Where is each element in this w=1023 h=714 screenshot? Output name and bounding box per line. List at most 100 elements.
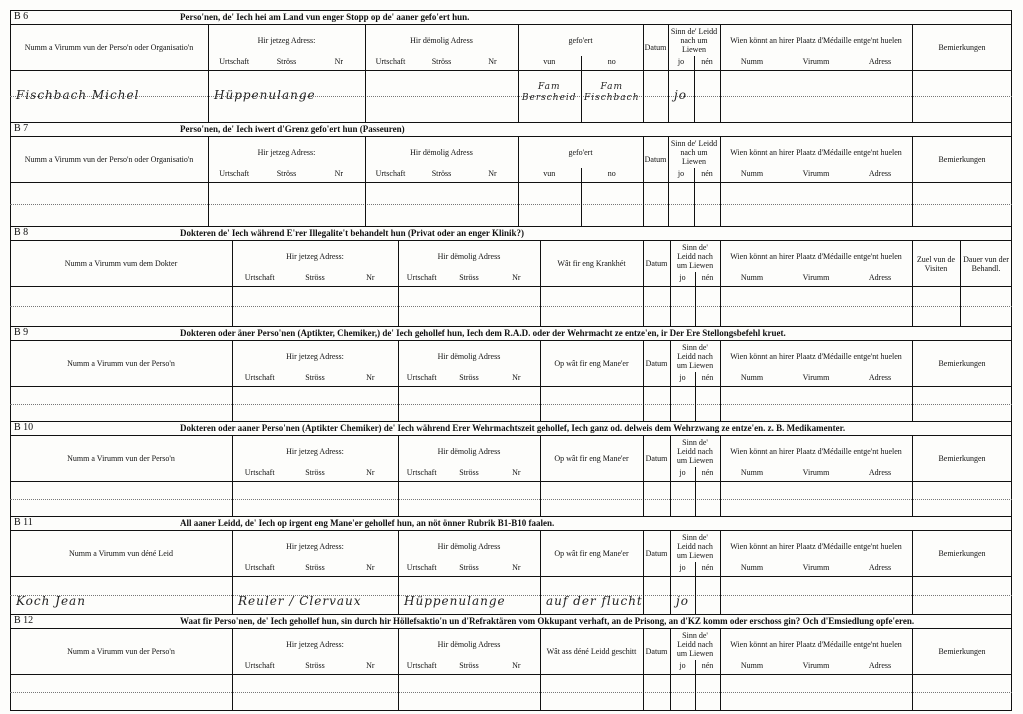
sub-header: Nr (512, 372, 521, 382)
section-title: Waat fir Perso'nen, de' Iech gehollef hu… (180, 616, 915, 626)
sub-header: Virumm (802, 168, 830, 178)
column-header: Bemierkungen (938, 549, 986, 558)
sub-rule (695, 660, 696, 710)
sub-header: Ströss (305, 660, 325, 670)
sub-header: Adress (868, 56, 892, 66)
section-title: Dokteren de' Iech während E'rer Illegali… (180, 228, 525, 238)
sub-header: Nr (334, 168, 344, 178)
column-header: Datum (645, 359, 668, 368)
column-rule (232, 340, 233, 421)
section-title: Perso'nen, de' Iech iwert d'Grenz gefo'e… (180, 124, 405, 134)
column-header: Op wât fir eng Mane'er (554, 454, 629, 463)
sub-header: Ströss (459, 467, 479, 477)
sub-header: jo (679, 467, 686, 477)
column-rule (912, 628, 913, 710)
column-rule (365, 136, 366, 226)
row-rule (10, 403, 1012, 405)
column-rule (540, 340, 541, 421)
column-rule (912, 136, 913, 226)
sub-header: Ströss (459, 272, 479, 282)
sub-header: Urtschaft (219, 56, 250, 66)
column-header: Hir jetzeg Adress: (286, 639, 344, 649)
sub-header: nén (701, 660, 714, 670)
row-rule (10, 204, 1012, 205)
column-rule (208, 136, 209, 226)
handwritten-entry: Koch Jean (16, 594, 86, 608)
column-header: Bemierkungen (938, 155, 986, 164)
sub-header: Virumm (802, 467, 830, 477)
column-rule (518, 24, 519, 122)
column-header: gefo'ert (568, 35, 593, 45)
sub-header: Urtschaft (244, 467, 275, 477)
column-header: Bemierkungen (938, 359, 986, 368)
section-code: B 9 (14, 327, 29, 338)
column-rule (643, 24, 644, 122)
sub-header: Nr (488, 56, 497, 66)
handwritten-entry: jo (674, 88, 687, 102)
sub-header: Numm (740, 660, 764, 670)
sub-header: Urtschaft (375, 56, 406, 66)
sub-header: Virumm (802, 562, 830, 572)
column-header: Wât fir eng Krankhét (557, 259, 626, 268)
sub-rule (694, 56, 695, 122)
column-rule (643, 136, 644, 226)
column-header: Datum (644, 43, 667, 52)
rule (10, 240, 1012, 241)
sub-header: Ströss (305, 562, 325, 572)
section-code: B 8 (14, 227, 29, 238)
sub-header: no (607, 56, 616, 66)
sub-header: jo (679, 272, 686, 282)
sub-rule (695, 562, 696, 614)
column-header: Sinn de' Leidd nach um Liewen (676, 532, 714, 560)
column-header: Hir dëmolig Adress (437, 251, 501, 261)
column-rule (398, 628, 399, 710)
rule (10, 182, 1012, 183)
section-code: B 12 (14, 615, 34, 626)
sub-header: Numm (740, 467, 764, 477)
sub-header: Adress (868, 660, 892, 670)
section-title: Dokteren oder äner Perso'nen (Aptikter, … (180, 328, 786, 338)
sub-header: Ströss (305, 272, 325, 282)
column-rule (668, 136, 669, 226)
sub-header: Numm (740, 56, 764, 66)
column-header: gefo'ert (568, 147, 593, 157)
column-rule (540, 530, 541, 614)
column-rule (643, 340, 644, 421)
column-header: Hir jetzeg Adress: (257, 35, 316, 45)
column-rule (365, 24, 366, 122)
sub-header: nén (701, 562, 714, 572)
sub-header: Ströss (276, 56, 297, 66)
column-header: Datum (645, 454, 668, 463)
column-rule (398, 530, 399, 614)
sub-header: Urtschaft (406, 660, 437, 670)
column-header: Hir dëmolig Adress (410, 147, 473, 157)
column-header: Hir dëmolig Adress (437, 351, 501, 361)
column-rule (208, 24, 209, 122)
sub-header: jo (679, 660, 686, 670)
sub-header: Nr (366, 562, 375, 572)
rule (10, 481, 1012, 482)
section-title: All aaner Leidd, de' Iech op irgent eng … (180, 518, 555, 528)
sub-header: Nr (366, 660, 375, 670)
column-rule (720, 435, 721, 516)
column-rule (643, 530, 644, 614)
rule (10, 24, 1012, 25)
column-rule (720, 136, 721, 226)
column-header: Wien könnt an hirer Plaatz d'Médaille en… (730, 446, 902, 456)
column-header: Hir jetzeg Adress: (286, 446, 344, 456)
section-title: Perso'nen, de' Iech hei am Land vun enge… (180, 12, 470, 22)
sub-header: Numm (740, 562, 764, 572)
sub-header: Ströss (305, 372, 325, 382)
handwritten-entry: Reuler / Clervaux (238, 594, 362, 608)
column-header: Op wât fir eng Mane'er (554, 359, 629, 368)
sub-header: nén (701, 56, 713, 66)
column-rule (670, 530, 671, 614)
section-code: B 6 (14, 11, 29, 22)
sub-header: Urtschaft (244, 272, 275, 282)
sub-header: Urtschaft (406, 372, 437, 382)
handwritten-entry: Hüppenulange (404, 594, 506, 608)
sub-header: Ströss (431, 168, 452, 178)
sub-header: Numm (740, 372, 764, 382)
column-rule (720, 628, 721, 710)
column-header: Datum (645, 259, 668, 268)
